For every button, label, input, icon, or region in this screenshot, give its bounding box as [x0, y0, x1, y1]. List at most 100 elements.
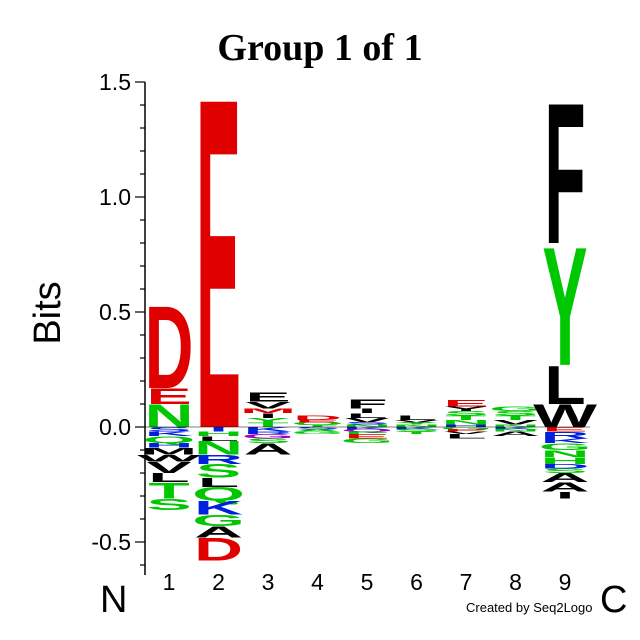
c-terminal-label: C	[600, 579, 627, 621]
logo-letter-w: W	[137, 453, 201, 464]
x-tick-label: 9	[559, 569, 572, 595]
logo-letter-y: Y	[394, 422, 439, 426]
logo-letter-d: D	[194, 532, 243, 568]
logo-letter-k: K	[145, 431, 194, 438]
logo-letter-t: T	[495, 415, 536, 422]
logo-letter-k: K	[491, 426, 540, 430]
logo-letter-s: S	[295, 426, 340, 430]
logo-letter-a: A	[244, 441, 293, 459]
logo-letter-k: K	[541, 438, 590, 445]
y-tick-label: 1.0	[99, 184, 131, 210]
logo-letter-s: S	[443, 410, 488, 417]
logo-letter-v: V	[493, 419, 538, 426]
logo-letter-g: G	[291, 431, 344, 435]
logo-letter-l: L	[396, 415, 437, 422]
x-tick-label: 3	[262, 569, 275, 595]
logo-letter-n: N	[343, 424, 392, 428]
logo-letter-a: A	[541, 480, 590, 494]
logo-letter-l: L	[198, 435, 239, 442]
logo-letter-n: N	[145, 399, 194, 435]
logo-letter-y: Y	[443, 405, 488, 412]
logo-letter-t: T	[247, 421, 288, 428]
y-tick-label: 0.5	[99, 299, 131, 325]
logo-letter-g: G	[242, 433, 295, 440]
logo-letter-r: R	[194, 453, 243, 467]
logo-letter-h: H	[194, 431, 243, 438]
logo-letter-d: D	[541, 463, 590, 470]
logo-letter-d: D	[293, 415, 342, 422]
logo-letter-m: M	[240, 408, 296, 415]
logo-letter-s: S	[394, 429, 439, 433]
logo-letter-r: R	[244, 431, 293, 435]
logo-letter-s: S	[245, 438, 290, 445]
logo-letter-l: L	[445, 433, 486, 440]
logo-letter-n: N	[491, 424, 540, 428]
logo-letter-n: N	[194, 437, 243, 459]
logo-letter-l: L	[198, 476, 239, 490]
logo-letter-f: F	[346, 397, 387, 411]
y-tick-label: 0.0	[99, 414, 131, 440]
logo-letter-e: E	[245, 390, 290, 404]
logo-letter-i: I	[209, 426, 228, 433]
logo-letter-t: T	[148, 478, 190, 503]
logo-letter-p: P	[344, 431, 389, 435]
logo-letter-n: N	[541, 448, 590, 459]
logo-letter-v: V	[443, 431, 488, 435]
x-tick-label: 4	[311, 569, 324, 595]
logo-letter-l: L	[346, 412, 387, 419]
logo-letter-n: N	[491, 429, 540, 433]
logo-letter-d: D	[145, 282, 194, 413]
logo-letter-t: T	[297, 424, 338, 428]
logo-letter-v: V	[146, 459, 191, 477]
logo-letter-a: A	[293, 429, 342, 433]
logo-letter-e: E	[146, 384, 191, 409]
x-tick-label: 8	[509, 569, 522, 595]
logo-letter-g: G	[539, 441, 592, 452]
logo-letter-h: H	[541, 455, 590, 466]
logo-letter-q: Q	[143, 435, 196, 446]
logo-letter-e: E	[196, 0, 241, 528]
logo-letter-s: S	[146, 496, 191, 514]
logo-letter-q: Q	[341, 429, 394, 433]
logo-letter-g: G	[440, 426, 493, 430]
logo-letter-a: A	[194, 523, 243, 541]
logo-letter-l: L	[544, 354, 585, 415]
logo-letter-e: E	[295, 420, 340, 424]
x-tick-label: 1	[163, 569, 176, 595]
logo-letter-w: W	[533, 399, 597, 435]
logo-letter-s: S	[542, 467, 587, 474]
x-tick-label: 2	[212, 569, 225, 595]
y-axis: 1.5 1.0 0.5 0.0 -0.5	[91, 69, 146, 575]
logo-letter-q: Q	[192, 483, 245, 505]
logo-letter-q: Q	[291, 422, 344, 426]
logo-letter-t: T	[445, 415, 486, 422]
logo-letter-k: K	[392, 426, 441, 430]
logo-letter-g: G	[341, 438, 394, 445]
logo-letter-f: F	[544, 61, 585, 286]
chart-title: Group 1 of 1	[217, 27, 422, 69]
x-tick-label: 5	[361, 569, 374, 595]
logo-letter-y: Y	[542, 213, 587, 402]
logo-letter-g: G	[192, 512, 245, 530]
logo-letter-r: R	[541, 430, 590, 441]
logo-letter-i: I	[556, 490, 575, 501]
logo-letter-l: L	[148, 471, 189, 485]
logo-letter-n: N	[392, 424, 441, 428]
logo-letter-s: S	[146, 426, 191, 433]
logo-letter-k: K	[343, 426, 392, 430]
logo-letter-s: S	[196, 460, 241, 482]
logo-letter-v: V	[394, 420, 439, 424]
logo-letter-p: P	[443, 429, 488, 433]
n-terminal-label: N	[100, 579, 127, 621]
logo-letter-i: I	[259, 412, 278, 419]
x-tick-label: 6	[410, 569, 423, 595]
